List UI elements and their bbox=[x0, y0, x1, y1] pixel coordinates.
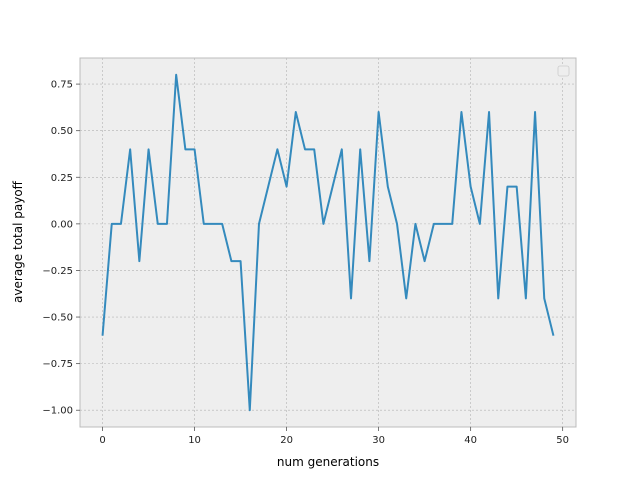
y-tick-label: 0.25 bbox=[51, 173, 73, 184]
x-tick-label: 10 bbox=[188, 435, 201, 446]
x-tick-label: 20 bbox=[280, 435, 293, 446]
x-tick-label: 0 bbox=[99, 435, 105, 446]
y-tick-label: −0.75 bbox=[42, 359, 73, 370]
legend-box bbox=[557, 65, 570, 77]
y-tick-label: 0.75 bbox=[51, 80, 73, 91]
y-axis-label: average total payoff bbox=[11, 180, 25, 303]
series-line bbox=[101, 73, 555, 412]
y-tick-label: −0.50 bbox=[42, 313, 73, 324]
x-tick-label: 40 bbox=[464, 435, 477, 446]
x-axis: 0 10 20 30 40 50 bbox=[99, 427, 569, 446]
plot-frame bbox=[79, 57, 577, 428]
series-layer bbox=[101, 73, 555, 412]
y-tick-label: −0.25 bbox=[42, 266, 73, 277]
plot-area bbox=[80, 58, 576, 427]
y-tick-label: 0.00 bbox=[51, 219, 73, 230]
x-tick-label: 30 bbox=[372, 435, 385, 446]
y-axis: −1.00 −0.75 −0.50 −0.25 0.00 0.25 0.50 0.75 bbox=[42, 80, 80, 417]
y-tick-label: −1.00 bbox=[42, 406, 73, 417]
x-tick-label: 50 bbox=[556, 435, 569, 446]
y-tick-label: 0.50 bbox=[51, 126, 73, 137]
x-axis-label: num generations bbox=[277, 455, 379, 469]
